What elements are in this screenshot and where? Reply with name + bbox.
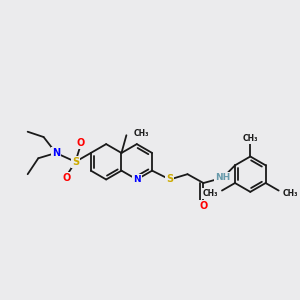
Text: O: O (62, 173, 71, 183)
Text: O: O (76, 138, 85, 148)
Text: N: N (52, 148, 60, 158)
Text: CH₃: CH₃ (202, 189, 218, 198)
Text: N: N (133, 175, 141, 184)
Text: S: S (166, 175, 173, 184)
Text: CH₃: CH₃ (133, 129, 149, 138)
Text: CH₃: CH₃ (283, 189, 298, 198)
Text: CH₃: CH₃ (243, 134, 258, 143)
Text: NH: NH (215, 173, 230, 182)
Text: O: O (199, 201, 208, 211)
Text: S: S (72, 157, 79, 167)
